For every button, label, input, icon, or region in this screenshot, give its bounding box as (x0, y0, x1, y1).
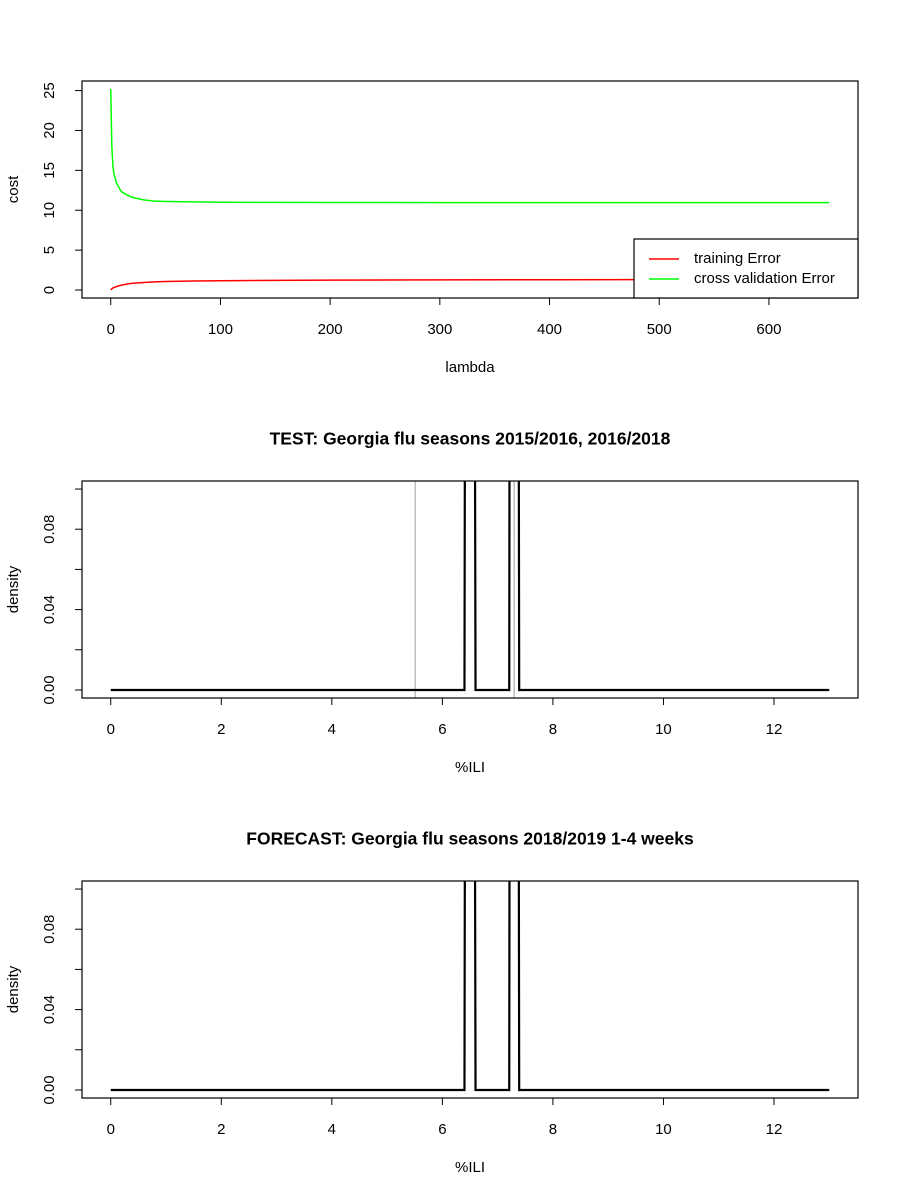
x-tick-label: 400 (537, 321, 562, 338)
x-tick-label: 0 (107, 321, 115, 338)
series-line (109, 88, 830, 204)
series-line (110, 278, 830, 291)
x-tick-label: 100 (208, 321, 233, 338)
series-line (110, 881, 830, 1092)
y-tick-label: 0.00 (41, 1075, 58, 1104)
y-tick-label: 0.00 (41, 675, 58, 704)
x-tick-label: 300 (427, 321, 452, 338)
x-tick-label: 0 (107, 721, 115, 738)
panel-title: FORECAST: Georgia flu seasons 2018/2019 … (246, 829, 694, 849)
x-tick-label: 6 (438, 721, 446, 738)
x-tick-label: 2 (217, 721, 225, 738)
x-tick-label: 4 (328, 721, 336, 738)
panel: FORECAST: Georgia flu seasons 2018/2019 … (5, 829, 859, 1176)
y-tick-label: 0.08 (41, 915, 58, 944)
y-tick-label: 20 (41, 122, 58, 139)
panel: TEST: Georgia flu seasons 2015/2016, 201… (5, 429, 859, 776)
y-tick-label: 15 (41, 162, 58, 179)
x-tick-label: 8 (549, 1121, 557, 1138)
x-tick-label: 10 (655, 1121, 672, 1138)
y-axis-label: density (5, 565, 22, 613)
x-tick-label: 8 (549, 721, 557, 738)
x-tick-label: 6 (438, 1121, 446, 1138)
y-tick-label: 0.08 (41, 515, 58, 544)
legend-label: training Error (694, 250, 781, 267)
y-tick-label: 5 (41, 246, 58, 254)
x-tick-label: 12 (766, 1121, 783, 1138)
x-tick-label: 600 (756, 321, 781, 338)
y-tick-label: 10 (41, 202, 58, 219)
y-tick-label: 0.04 (41, 995, 58, 1024)
plot-frame (81, 880, 859, 1099)
x-tick-label: 200 (318, 321, 343, 338)
x-tick-label: 4 (328, 1121, 336, 1138)
y-tick-label: 0 (41, 286, 58, 294)
y-tick-label: 25 (41, 82, 58, 99)
y-axis-label: density (5, 965, 22, 1013)
plot-frame (81, 480, 859, 699)
y-tick-label: 0.04 (41, 595, 58, 624)
y-axis-label: cost (5, 175, 22, 203)
x-tick-label: 500 (647, 321, 672, 338)
plot-frame (81, 80, 859, 299)
x-tick-label: 2 (217, 1121, 225, 1138)
x-axis-label: %ILI (455, 759, 485, 776)
legend-label: cross validation Error (694, 270, 835, 287)
legend-box (633, 238, 859, 299)
panel-title: TEST: Georgia flu seasons 2015/2016, 201… (270, 429, 671, 449)
x-tick-label: 10 (655, 721, 672, 738)
x-axis-label: %ILI (455, 1159, 485, 1176)
panel: lambda cost 0 100 200 300 400 500 600 0 5 10 15 20 25 t… (5, 80, 859, 376)
x-tick-label: 0 (107, 1121, 115, 1138)
series-line (110, 481, 830, 692)
x-axis-label: lambda (445, 359, 495, 376)
x-tick-label: 12 (766, 721, 783, 738)
